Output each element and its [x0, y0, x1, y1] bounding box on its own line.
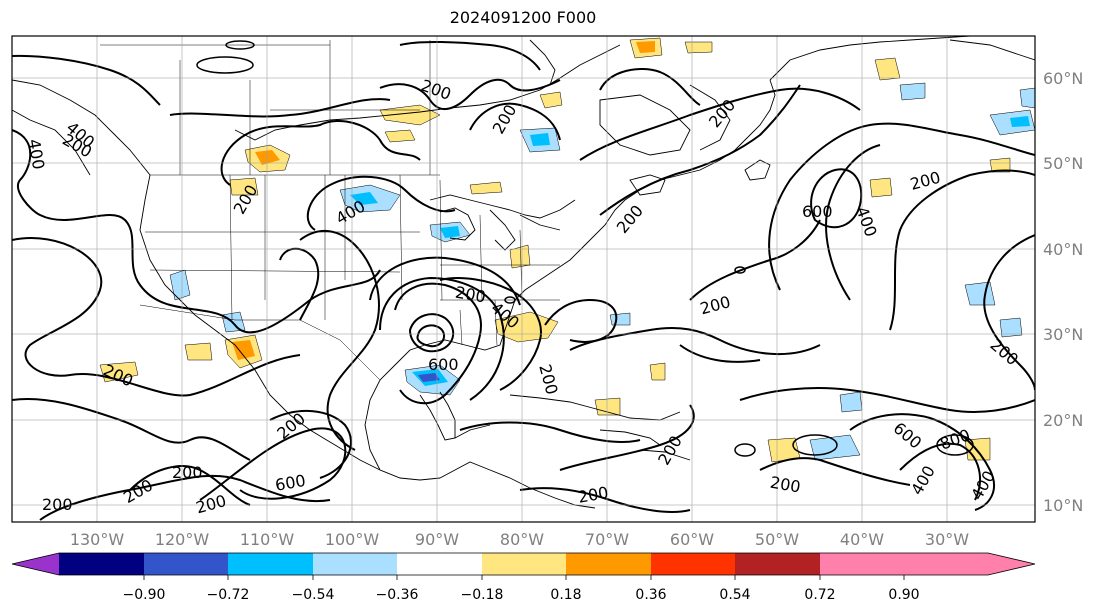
- lon-label: 130°W: [70, 530, 125, 549]
- map-frame: [11, 35, 1036, 523]
- colorbar-extend-max: [904, 553, 1035, 575]
- shaded-patches: [99, 37, 1035, 463]
- contour-label: 200: [986, 335, 1022, 369]
- lat-label: 30°N: [1043, 325, 1083, 344]
- lat-label: 40°N: [1043, 240, 1083, 259]
- contour-labels: 400 200 200 400 200 200 400 200 200 200 …: [24, 76, 1022, 518]
- colorbar-tick-label: −0.54: [292, 587, 335, 603]
- lon-label: 40°W: [840, 530, 884, 549]
- lon-label: 80°W: [500, 530, 544, 549]
- colorbar-ticks: [143, 575, 905, 580]
- contour-label: 200: [273, 409, 309, 443]
- colorbar-tick-label: 0.90: [888, 587, 919, 603]
- colorbar-segment: [566, 553, 651, 575]
- latitude-labels: 60°N 50°N 40°N 30°N 20°N 10°N: [1043, 69, 1083, 515]
- contour-label: 200: [172, 463, 203, 482]
- contour-label: 200: [698, 292, 732, 318]
- colorbar-segment: [735, 553, 820, 575]
- colorbar-segment: [482, 553, 566, 575]
- colorbar-tick-label: −0.72: [207, 587, 250, 603]
- contour-label: 400: [852, 204, 880, 239]
- contour-label: 600: [890, 418, 926, 452]
- contour-blobs: [196, 40, 974, 457]
- lon-label: 90°W: [415, 530, 459, 549]
- lat-label: 50°N: [1043, 154, 1083, 173]
- colorbar-segment: [313, 553, 397, 575]
- colorbar-tick-label: −0.90: [123, 587, 166, 603]
- lon-label: 70°W: [585, 530, 629, 549]
- lon-label: 100°W: [325, 530, 380, 549]
- lon-label: 60°W: [670, 530, 714, 549]
- contour-label: 200: [654, 432, 686, 468]
- colorbar-tick-label: 0.54: [719, 587, 750, 603]
- colorbar-extend-min: [12, 553, 59, 575]
- colorbar-tick-label: −0.36: [376, 587, 419, 603]
- lat-label: 60°N: [1043, 69, 1083, 88]
- lon-label: 120°W: [155, 530, 210, 549]
- colorbar-tick-label: 0.72: [804, 587, 835, 603]
- state-borders: [100, 40, 560, 381]
- colorbar-tick-label: 0.18: [550, 587, 581, 603]
- lat-label: 20°N: [1043, 411, 1083, 430]
- contour-label: 200: [42, 495, 73, 514]
- coastlines: [12, 36, 1035, 509]
- contour-label: 200: [535, 362, 561, 396]
- longitude-labels: 130°W 120°W 110°W 100°W 90°W 80°W 70°W 6…: [70, 530, 969, 549]
- lon-label: 50°W: [755, 530, 799, 549]
- contour-label: 200: [769, 473, 802, 497]
- colorbar-tick-label: 0.36: [635, 587, 666, 603]
- contour-label: 200: [120, 475, 156, 507]
- contour-label: 200: [454, 283, 487, 307]
- colorbar-segment: [820, 553, 904, 575]
- colorbar-segment: [228, 553, 313, 575]
- colorbar-segment: [59, 553, 144, 575]
- contour-lines: [12, 40, 1035, 521]
- colorbar-segment: [651, 553, 735, 575]
- contour-label: 200: [419, 76, 454, 104]
- contour-label: 600: [428, 355, 459, 374]
- map-title: 2024091200 F000: [449, 8, 597, 27]
- contour-label: 600: [274, 471, 307, 495]
- colorbar-tick-label: −0.18: [461, 587, 504, 603]
- colorbar-segment: [144, 553, 228, 575]
- contour-label: 200: [194, 491, 228, 517]
- contour-label: 400: [907, 462, 939, 498]
- colorbar: −0.90 −0.72 −0.54 −0.36 −0.18 0.18 0.36 …: [11, 552, 1036, 603]
- contour-label: 600: [802, 202, 833, 221]
- lon-label: 30°W: [925, 530, 969, 549]
- gridlines: [12, 36, 1035, 522]
- lon-label: 110°W: [240, 530, 295, 549]
- lat-label: 10°N: [1043, 496, 1083, 515]
- colorbar-segment: [397, 553, 482, 575]
- contour-label: 200: [577, 483, 610, 507]
